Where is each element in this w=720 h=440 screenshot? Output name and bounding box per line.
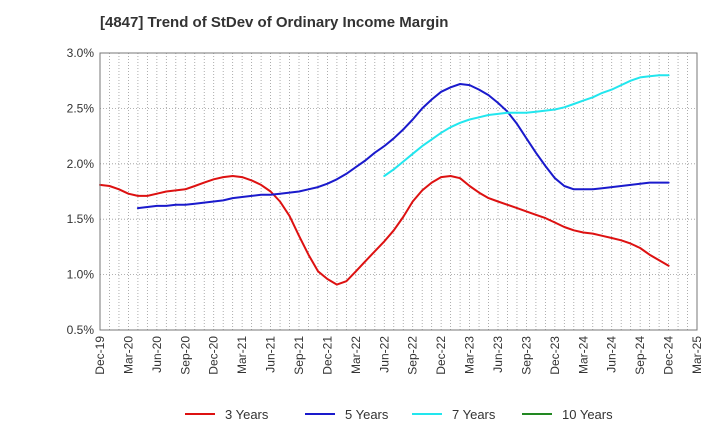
y-tick-label: 1.0%: [67, 268, 95, 282]
x-tick-label: Jun-20: [150, 336, 164, 373]
x-tick-label: Dec-20: [207, 336, 221, 375]
chart-title: [4847] Trend of StDev of Ordinary Income…: [100, 14, 449, 31]
y-tick-label: 2.0%: [67, 157, 95, 171]
x-tick-label: Jun-21: [264, 336, 278, 373]
x-tick-label: Sep-23: [519, 336, 533, 375]
y-axis-ticks: 0.5% 1.0% 1.5% 2.0% 2.5% 3.0%: [67, 46, 95, 337]
legend-label-7-years: 7 Years: [452, 407, 496, 422]
legend-label-10-years: 10 Years: [562, 407, 613, 422]
y-tick-label: 3.0%: [67, 46, 95, 60]
plot-frame: [99, 52, 698, 331]
x-tick-label: Mar-20: [121, 336, 135, 374]
x-tick-label: Mar-25: [690, 336, 704, 374]
grid-lines: [100, 52, 697, 331]
x-tick-label: Sep-21: [292, 336, 306, 375]
x-tick-label: Sep-22: [406, 336, 420, 375]
x-tick-label: Sep-20: [178, 336, 192, 375]
x-tick-label: Mar-24: [576, 336, 590, 374]
x-tick-label: Dec-21: [320, 336, 334, 375]
legend-label-5-years: 5 Years: [345, 407, 389, 422]
x-axis-ticks: Dec-19 Mar-20 Jun-20 Sep-20 Dec-20 Mar-21 Jun-…: [93, 336, 704, 375]
legend-label-3-years: 3 Years: [225, 407, 269, 422]
series-line-7-years: [383, 74, 670, 177]
series-line-5-years: [136, 83, 670, 210]
x-tick-label: Jun-23: [491, 336, 505, 373]
x-tick-label: Dec-24: [662, 336, 676, 375]
x-tick-label: Jun-22: [377, 336, 391, 373]
x-tick-label: Dec-19: [93, 336, 107, 375]
x-tick-label: Dec-22: [434, 336, 448, 375]
series-lines: [99, 74, 670, 286]
legend: 3 Years 5 Years 7 Years 10 Years: [185, 407, 613, 422]
y-tick-label: 2.5%: [67, 101, 95, 115]
x-tick-label: Jun-24: [605, 336, 619, 373]
y-tick-label: 1.5%: [67, 212, 95, 226]
x-tick-label: Mar-22: [349, 336, 363, 374]
x-tick-label: Mar-21: [235, 336, 249, 374]
x-tick-label: Dec-23: [548, 336, 562, 375]
series-line-3-years: [99, 175, 670, 286]
x-tick-label: Sep-24: [633, 336, 647, 375]
y-tick-label: 0.5%: [67, 323, 95, 337]
x-tick-label: Mar-23: [463, 336, 477, 374]
plot-area: [100, 53, 697, 330]
